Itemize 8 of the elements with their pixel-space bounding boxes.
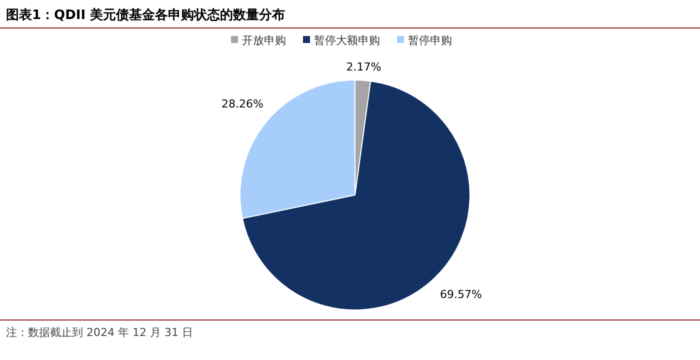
legend-label: 暂停大额申购 <box>314 34 380 47</box>
chart-title: 图表1：QDII 美元债基金各申购状态的数量分布 <box>6 7 286 23</box>
data-label: 2.17% <box>346 60 382 74</box>
legend-label: 开放申购 <box>242 34 286 47</box>
text: 注：数据截止到 2024 年 12 月 31 日 <box>6 326 193 339</box>
data-label: 28.26% <box>222 97 264 110</box>
legend-label: 暂停申购 <box>408 34 452 47</box>
data-label: 69.57% <box>440 288 482 301</box>
